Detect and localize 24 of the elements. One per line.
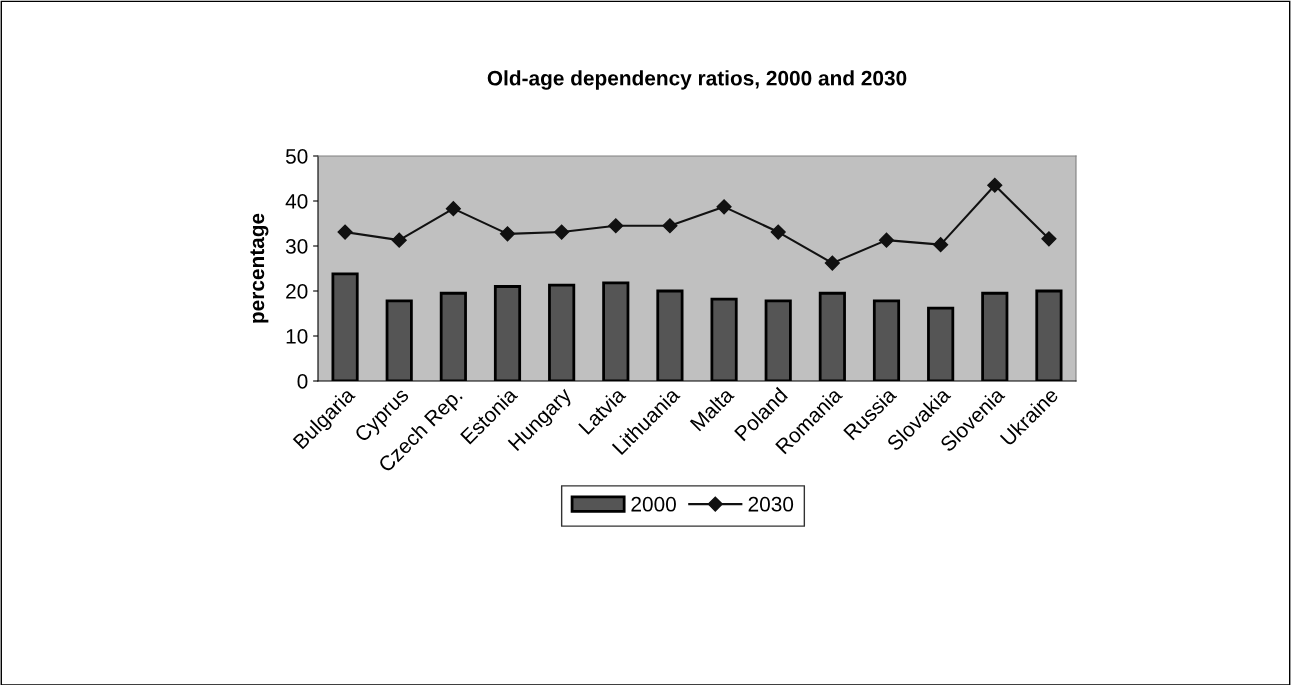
point — [878, 232, 895, 248]
point — [499, 226, 516, 242]
legend-label: 2030 — [748, 496, 794, 512]
chart-title: Old-age dependency ratios, 2000 and 2030 — [487, 70, 907, 90]
point — [770, 224, 786, 240]
point — [824, 255, 840, 271]
point — [1041, 231, 1057, 247]
y-tick-label: 0 — [297, 374, 308, 389]
y-axis-title: percentage — [250, 213, 269, 323]
legend-label: 2000 — [631, 496, 676, 512]
point — [716, 199, 732, 215]
point — [445, 201, 461, 217]
y-tick-label: 50 — [285, 149, 308, 164]
point — [933, 237, 949, 253]
point — [608, 218, 624, 234]
point — [987, 177, 1003, 193]
y-tick-label: 20 — [286, 284, 308, 299]
y-tick-label: 10 — [286, 329, 308, 344]
point — [337, 224, 353, 240]
point — [391, 232, 407, 248]
y-tick-label: 30 — [285, 239, 308, 254]
point — [554, 224, 570, 240]
point — [662, 218, 678, 234]
y-tick-label: 40 — [285, 194, 308, 209]
